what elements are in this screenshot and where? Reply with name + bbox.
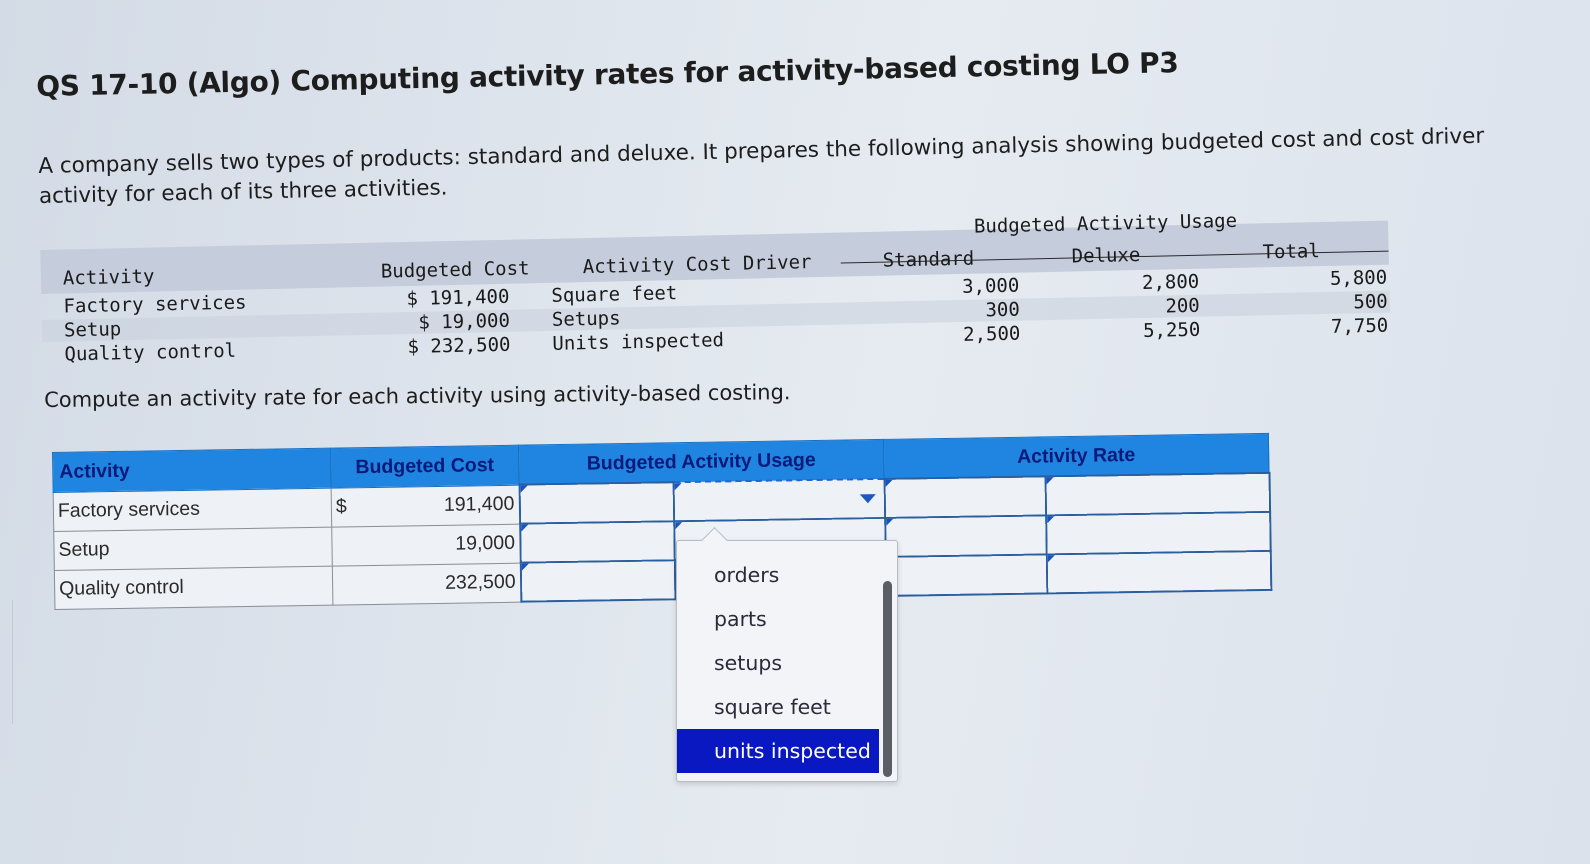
problem-intro: A company sells two types of products: s… — [38, 123, 1485, 209]
given-row-deluxe: 200 — [1165, 294, 1200, 318]
answer-row-cost: 19,000 — [331, 523, 521, 566]
rate-driver-select[interactable] — [1045, 472, 1270, 516]
usage-amount-input[interactable] — [519, 521, 676, 563]
given-row-cost: $ 232,500 — [407, 333, 511, 359]
given-row-cost: $ 19,000 — [418, 309, 511, 334]
dropdown-option-square-feet[interactable]: square feet — [714, 695, 831, 719]
rate-amount-input[interactable] — [885, 554, 1048, 596]
given-row-driver: Square feet — [551, 282, 678, 307]
given-row-standard: 300 — [985, 298, 1021, 322]
dropdown-option-setups[interactable]: setups — [714, 651, 783, 675]
given-data-table: Budgeted Activity Usage Activity Budgete… — [40, 209, 1390, 366]
given-row-standard: 3,000 — [961, 274, 1020, 298]
dropdown-option-orders[interactable]: orders — [714, 563, 780, 587]
given-row-total: 500 — [1353, 290, 1388, 314]
page-left-edge — [0, 600, 13, 724]
given-row-activity: Quality control — [64, 339, 237, 366]
given-row-standard: 2,500 — [962, 322, 1021, 346]
usage-driver-select[interactable] — [674, 478, 885, 522]
answer-header-usage: Budgeted Activity Usage — [518, 439, 885, 485]
answer-row-activity: Factory services — [53, 487, 332, 531]
question-prompt: Compute an activity rate for each activi… — [44, 380, 791, 412]
page-title: QS 17-10 (Algo) Computing activity rates… — [36, 46, 1179, 103]
cost-value: 19,000 — [455, 531, 516, 555]
usage-amount-input[interactable] — [519, 482, 675, 524]
given-row-deluxe: 5,250 — [1142, 318, 1201, 342]
given-header-activity: Activity — [62, 265, 155, 290]
given-header-deluxe: Deluxe — [1071, 244, 1141, 268]
cost-value: 232,500 — [444, 570, 516, 594]
given-header-standard: Standard — [882, 247, 975, 272]
rate-driver-select[interactable] — [1046, 550, 1271, 594]
answer-header-cost: Budgeted Cost — [330, 445, 520, 488]
rate-amount-input[interactable] — [884, 476, 1046, 518]
given-header-total: Total — [1262, 240, 1321, 264]
answer-header-rate: Activity Rate — [883, 433, 1269, 479]
rate-amount-input[interactable] — [884, 515, 1047, 557]
dropdown-option-units-inspected[interactable]: units inspected — [677, 729, 879, 773]
answer-row-activity: Quality control — [54, 565, 333, 609]
given-row-total: 7,750 — [1330, 314, 1389, 338]
given-row-cost: $ 191,400 — [406, 285, 510, 311]
answer-row-cost: 232,500 — [332, 562, 521, 605]
dropdown-scrollbar[interactable] — [883, 581, 892, 777]
driver-dropdown-menu: orders parts setups square feet units in… — [676, 540, 898, 782]
given-row-total: 5,800 — [1329, 266, 1388, 290]
given-row-driver: Setups — [551, 307, 621, 331]
given-header-cost: Budgeted Cost — [380, 257, 530, 283]
answer-row-cost: $191,400 — [331, 484, 520, 527]
rate-driver-select[interactable] — [1045, 511, 1271, 555]
answer-row-activity: Setup — [53, 526, 333, 570]
usage-amount-input[interactable] — [520, 560, 676, 602]
chevron-down-icon[interactable] — [859, 494, 876, 504]
dropdown-option-parts[interactable]: parts — [714, 607, 767, 631]
answer-header-activity: Activity — [52, 448, 332, 492]
answer-table: Activity Budgeted Cost Budgeted Activity… — [52, 433, 1272, 610]
given-row-activity: Setup — [63, 318, 122, 342]
given-row-activity: Factory services — [63, 291, 247, 318]
currency-symbol: $ — [335, 495, 347, 518]
cost-value: 191,400 — [443, 492, 515, 516]
given-row-deluxe: 2,800 — [1141, 270, 1200, 294]
given-row-driver: Units inspected — [552, 329, 725, 355]
